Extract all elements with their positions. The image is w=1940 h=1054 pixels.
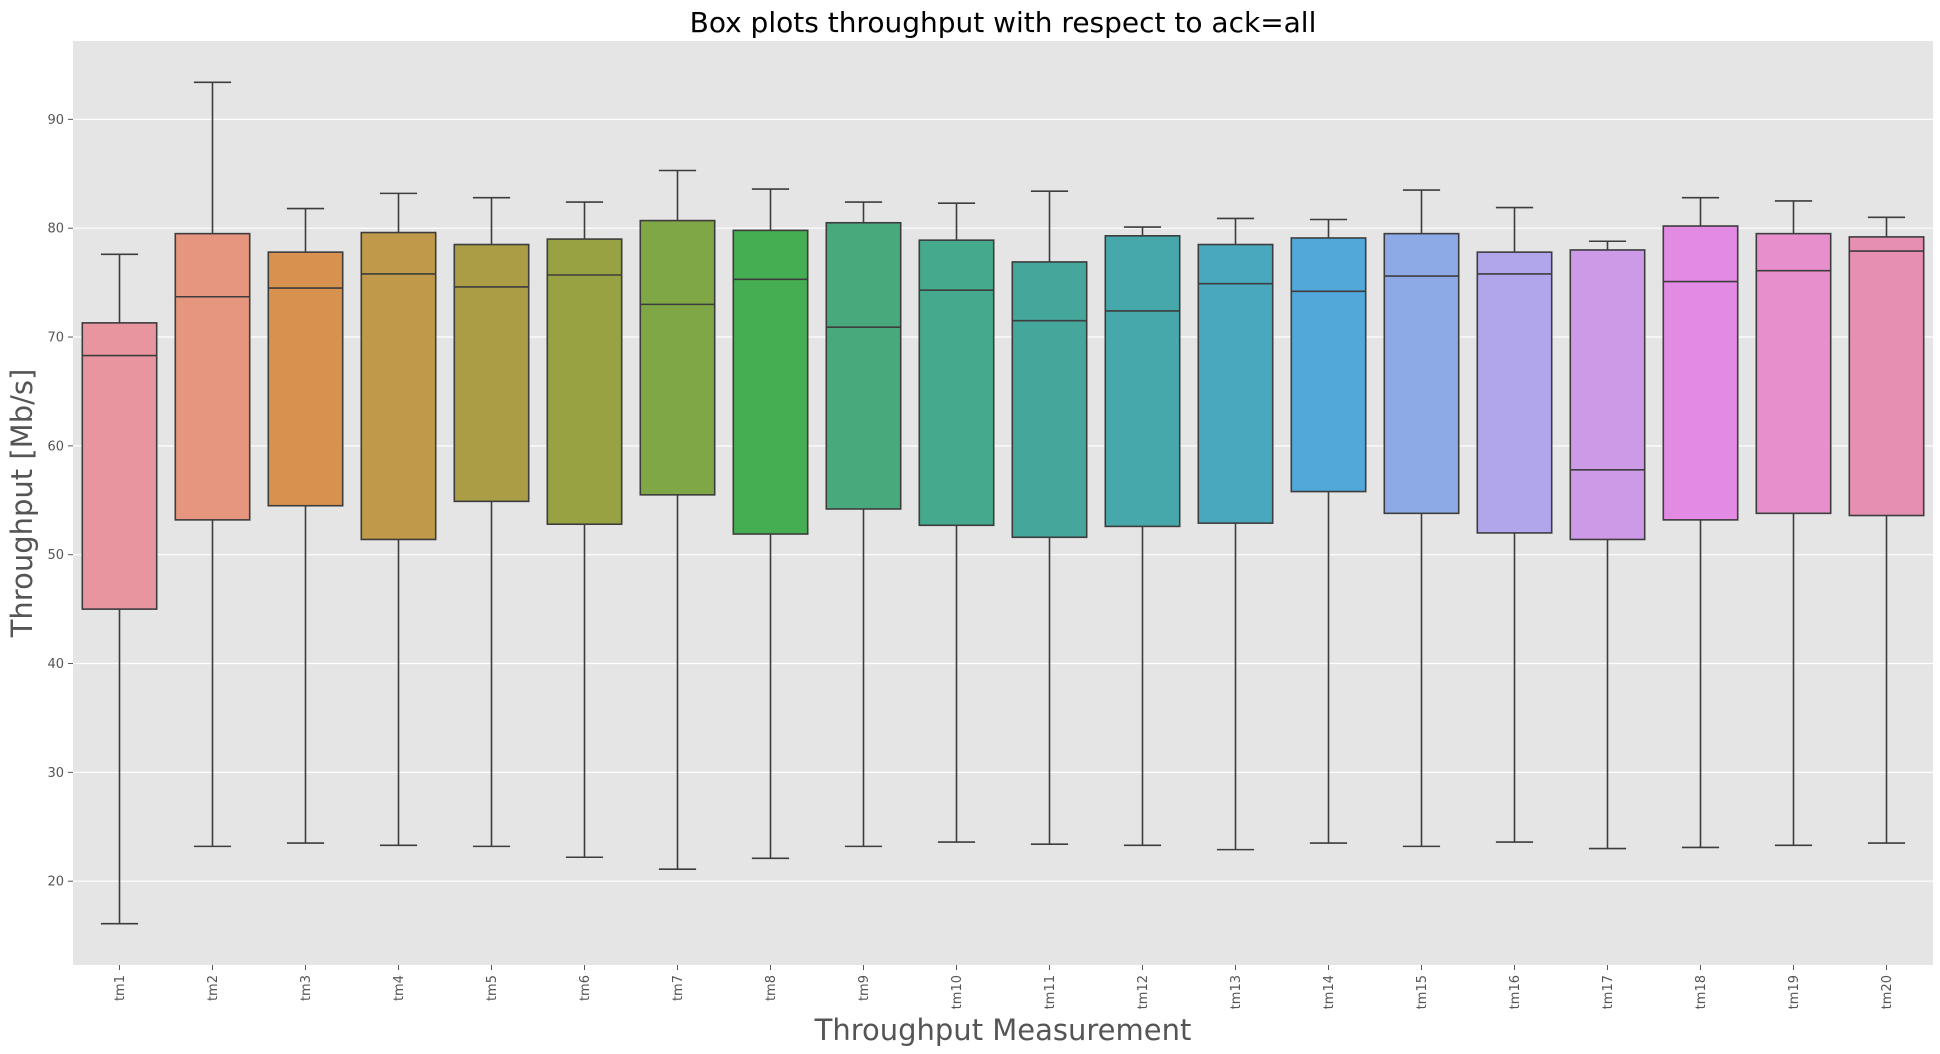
box-rect-tm11	[1011, 261, 1088, 539]
box-rect-tm6	[546, 238, 623, 526]
chart-title: Box plots throughput with respect to ack…	[690, 6, 1317, 39]
y-tick-label-20: 20	[47, 875, 64, 890]
box-rect-tm20	[1848, 236, 1925, 517]
x-tick-label-tm17: tm17	[1601, 975, 1616, 1009]
box-tm3	[267, 207, 344, 844]
box-rect-tm4	[360, 231, 437, 541]
box-tm5	[453, 196, 530, 848]
box-tm9	[825, 201, 902, 848]
y-tick-label-30: 30	[47, 766, 64, 781]
y-tick-label-50: 50	[47, 548, 64, 563]
y-axis-label: Throughput [Mb/s]	[5, 369, 39, 639]
x-tick-label-tm11: tm11	[1043, 975, 1058, 1009]
box-tm2	[174, 81, 251, 848]
box-tm10	[918, 202, 995, 843]
box-rect-tm3	[267, 251, 344, 507]
x-tick-label-tm7: tm7	[671, 975, 686, 1001]
box-rect-tm5	[453, 243, 530, 503]
x-tick-label-tm5: tm5	[485, 975, 500, 1001]
box-rect-tm7	[639, 219, 716, 496]
box-tm6	[546, 201, 623, 859]
y-tick-label-80: 80	[47, 222, 64, 237]
y-tick-label-40: 40	[47, 657, 64, 672]
box-tm17	[1569, 240, 1646, 850]
box-tm13	[1197, 217, 1274, 851]
x-tick-label-tm13: tm13	[1229, 975, 1244, 1009]
box-rect-tm19	[1755, 232, 1832, 515]
x-tick-label-tm10: tm10	[950, 975, 965, 1009]
box-tm18	[1662, 196, 1739, 849]
box-tm11	[1011, 190, 1088, 845]
x-tick-label-tm18: tm18	[1694, 975, 1709, 1009]
box-tm14	[1290, 218, 1367, 844]
box-tm8	[732, 188, 809, 860]
box-rect-tm1	[81, 322, 158, 610]
box-rect-tm9	[825, 221, 902, 510]
x-tick-label-tm8: tm8	[764, 975, 779, 1001]
x-tick-label-tm3: tm3	[299, 975, 314, 1001]
x-tick-label-tm14: tm14	[1322, 975, 1337, 1009]
box-tm1	[81, 253, 158, 925]
x-tick-label-tm16: tm16	[1508, 975, 1523, 1009]
boxes-layer	[81, 81, 1925, 925]
x-tick-label-tm4: tm4	[392, 975, 407, 1001]
x-tick-label-tm1: tm1	[113, 975, 128, 1001]
x-tick-label-tm6: tm6	[578, 975, 593, 1001]
x-tick-label-tm19: tm19	[1787, 975, 1802, 1009]
box-rect-tm10	[918, 239, 995, 527]
plot-background	[73, 41, 1933, 965]
x-tick-label-tm9: tm9	[857, 975, 872, 1001]
box-tm4	[360, 192, 437, 847]
box-tm16	[1476, 206, 1553, 843]
box-tm19	[1755, 200, 1832, 847]
box-tm15	[1383, 189, 1460, 848]
box-tm20	[1848, 216, 1925, 844]
y-tick-label-70: 70	[47, 331, 64, 346]
box-rect-tm18	[1662, 225, 1739, 521]
y-ticks: 20 30 40 50 60 70 80 90	[47, 113, 73, 890]
box-rect-tm17	[1569, 249, 1646, 541]
box-rect-tm12	[1104, 235, 1181, 528]
box-rect-tm14	[1290, 237, 1367, 493]
y-tick-label-90: 90	[47, 113, 64, 128]
box-rect-tm2	[174, 232, 251, 521]
x-tick-label-tm2: tm2	[206, 975, 221, 1001]
box-tm12	[1104, 226, 1181, 847]
y-tick-label-60: 60	[47, 439, 64, 454]
box-rect-tm8	[732, 229, 809, 535]
box-tm7	[639, 169, 716, 871]
x-axis-label: Throughput Measurement	[814, 1013, 1192, 1047]
box-rect-tm13	[1197, 243, 1274, 524]
box-rect-tm15	[1383, 232, 1460, 515]
box-rect-tm16	[1476, 251, 1553, 534]
x-tick-label-tm12: tm12	[1136, 975, 1151, 1009]
x-tick-label-tm15: tm15	[1415, 975, 1430, 1009]
x-tick-label-tm20: tm20	[1880, 975, 1895, 1009]
x-ticks: tm1 tm2 tm3 tm4 tm5 tm6 tm7 tm8 tm9 tm10 tm11 tm12 t…	[113, 965, 1895, 1009]
